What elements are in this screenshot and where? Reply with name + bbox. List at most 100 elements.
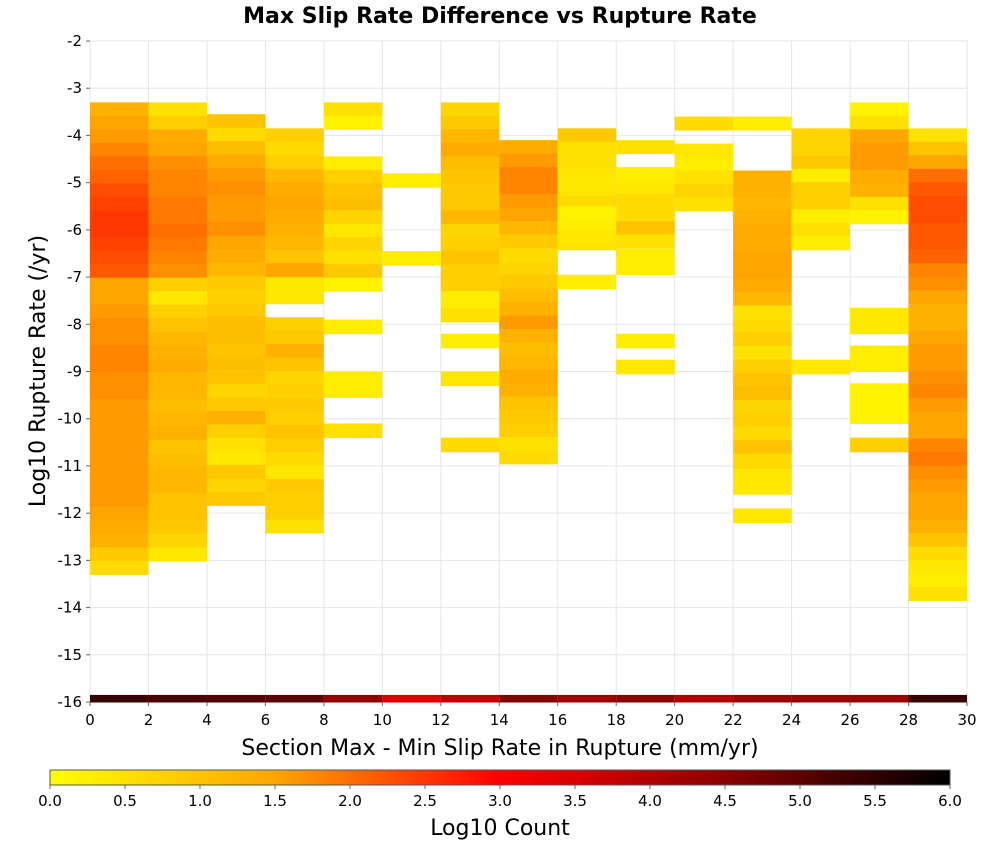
x-axis-ticks: 0 2 4 6 8 10 12 14 16 18 20 22 24 26 28 30 bbox=[85, 702, 977, 729]
y-tick-label: -6 bbox=[67, 221, 82, 239]
heatmap-cell bbox=[440, 223, 500, 238]
heatmap-cell bbox=[323, 102, 383, 117]
heatmap-cell bbox=[440, 277, 500, 292]
x-tick-label: 10 bbox=[373, 711, 392, 729]
heatmap-cell bbox=[90, 694, 149, 703]
heatmap-cell bbox=[791, 359, 851, 375]
heatmap-cell bbox=[265, 694, 324, 703]
heatmap-cell bbox=[733, 183, 792, 198]
heatmap-cell bbox=[557, 155, 617, 170]
heatmap-cell bbox=[265, 141, 324, 156]
heatmap-cell bbox=[90, 169, 149, 184]
heatmap-cell bbox=[440, 250, 500, 265]
heatmap-cell bbox=[791, 209, 851, 224]
heatmap-cell bbox=[206, 410, 266, 425]
x-tick-label: 24 bbox=[782, 711, 801, 729]
heatmap-cell bbox=[148, 102, 207, 117]
heatmap-cell bbox=[90, 237, 149, 252]
colorbar-tick-label: 0.0 bbox=[38, 792, 62, 810]
heatmap-cell bbox=[90, 345, 149, 360]
heatmap-cell bbox=[908, 222, 967, 237]
heatmap-cell bbox=[206, 397, 266, 412]
heatmap-cell bbox=[206, 127, 266, 142]
heatmap-cell bbox=[791, 128, 851, 143]
heatmap-cell bbox=[850, 156, 909, 171]
heatmap-cell bbox=[908, 452, 967, 467]
heatmap-cell bbox=[674, 183, 734, 198]
heatmap-cell bbox=[90, 358, 149, 373]
heatmap-cell bbox=[206, 276, 266, 291]
heatmap-cell bbox=[206, 181, 266, 196]
x-tick-label: 6 bbox=[261, 711, 271, 729]
colorbar bbox=[49, 769, 951, 786]
heatmap-cell bbox=[206, 356, 266, 371]
heatmap-cell bbox=[265, 128, 324, 143]
heatmap-cell bbox=[90, 196, 149, 211]
y-tick-label: -8 bbox=[67, 315, 82, 333]
heatmap-cell bbox=[850, 307, 909, 335]
heatmap-cell bbox=[323, 210, 383, 225]
heatmap-cell bbox=[908, 506, 967, 521]
y-tick-label: -9 bbox=[67, 363, 82, 381]
heatmap-cell bbox=[908, 195, 967, 210]
heatmap-cell bbox=[90, 453, 149, 468]
colorbar-tick-label: 2.0 bbox=[338, 792, 362, 810]
y-axis-label: Log10 Rupture Rate (/yr) bbox=[26, 235, 51, 507]
heatmap-cell bbox=[908, 263, 967, 278]
heatmap-cell bbox=[90, 115, 149, 130]
heatmap-cell bbox=[90, 331, 149, 346]
heatmap-cell bbox=[850, 345, 909, 372]
heatmap-cell bbox=[206, 383, 266, 398]
heatmap-cell bbox=[850, 115, 909, 130]
heatmap-cell bbox=[323, 423, 383, 439]
heatmap-cell bbox=[499, 167, 558, 182]
heatmap-cell bbox=[733, 251, 792, 266]
heatmap-cell bbox=[148, 426, 207, 441]
heatmap-cell bbox=[90, 466, 149, 481]
heatmap-cell bbox=[674, 170, 734, 185]
y-axis-ticks: -2 -3 -4 -5 -6 -7 -8 -9 -10 -11 -12 -13 -14 -15 -16 bbox=[58, 32, 90, 711]
heatmap-cell bbox=[499, 221, 558, 236]
heatmap-cell bbox=[90, 385, 149, 400]
heatmap-cell bbox=[499, 207, 558, 222]
heatmap-cell bbox=[148, 183, 207, 198]
x-tick-label: 18 bbox=[607, 711, 626, 729]
heatmap-cell bbox=[148, 291, 207, 306]
heatmap-cell bbox=[908, 519, 967, 534]
heatmap-cell bbox=[733, 386, 792, 401]
heatmap-cell bbox=[908, 438, 967, 453]
heatmap-cell bbox=[499, 180, 558, 195]
heatmap-cell bbox=[499, 302, 558, 317]
heatmap-cell bbox=[90, 520, 149, 535]
heatmap-cell bbox=[850, 196, 909, 211]
heatmap-cell bbox=[206, 478, 266, 493]
heatmap-cell bbox=[323, 250, 383, 265]
heatmap-cell bbox=[90, 547, 149, 562]
heatmap-cell bbox=[733, 413, 792, 428]
heatmap-cell bbox=[148, 547, 207, 562]
heatmap-cell bbox=[733, 332, 792, 347]
heatmap-cell bbox=[148, 345, 207, 360]
heatmap-cell bbox=[206, 464, 266, 479]
heatmap-cell bbox=[908, 533, 967, 548]
y-tick-label: -16 bbox=[58, 693, 83, 711]
heatmap-cell bbox=[265, 506, 324, 521]
heatmap-cell bbox=[148, 466, 207, 481]
heatmap-cell bbox=[265, 357, 324, 372]
heatmap-cell bbox=[499, 396, 558, 411]
x-tick-label: 16 bbox=[548, 711, 567, 729]
heatmap-cell bbox=[265, 195, 324, 210]
heatmap-cell bbox=[908, 559, 967, 574]
heatmap-cell bbox=[265, 519, 324, 534]
heatmap-cell bbox=[148, 480, 207, 495]
heatmap-cell bbox=[499, 248, 558, 263]
heatmap-cell bbox=[850, 437, 909, 453]
heatmap-cell bbox=[850, 129, 909, 144]
colorbar-tick-label: 3.0 bbox=[488, 792, 512, 810]
heatmap-cell bbox=[499, 450, 558, 465]
heatmap-cell bbox=[499, 315, 558, 330]
heatmap-cell bbox=[206, 370, 266, 385]
heatmap-cell bbox=[908, 384, 967, 399]
heatmap-cell bbox=[206, 491, 266, 506]
heatmap-cell bbox=[557, 182, 617, 197]
